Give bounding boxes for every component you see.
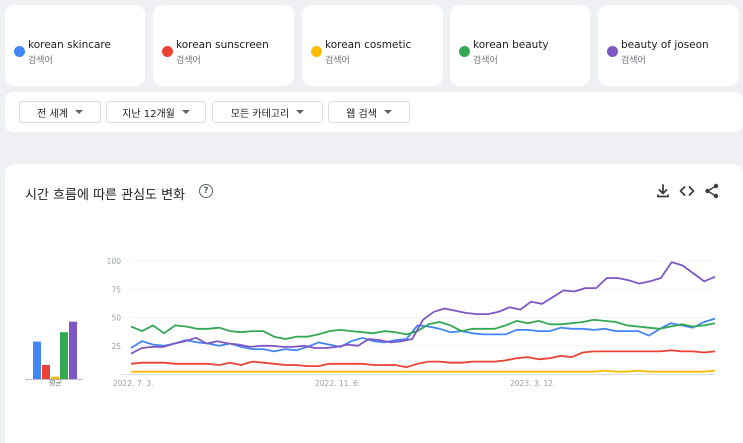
average-bar [60,332,68,379]
term-name: korean cosmetic [325,39,412,51]
term-type: 검색어 [28,56,53,66]
term-name: beauty of joseon [621,39,709,51]
x-tick-label: 2022. 11. 6. [315,379,360,388]
embed-code-icon[interactable] [678,182,696,200]
series-line [131,369,716,373]
chevron-down-icon [74,110,83,114]
chevron-down-icon [296,110,305,114]
chevron-down-icon [383,110,392,114]
chevron-down-icon [181,110,190,114]
search-type-label: 웹 검색 [346,108,377,120]
y-tick-label: 75 [111,285,121,294]
series-line [130,318,716,340]
term-name: korean skincare [28,39,111,51]
interest-chart: 100 75 50 25 2022. 7. 3. 2022. 11. 6. 2023. 3… [25,257,716,388]
average-label: 평균 [49,379,62,387]
average-bar [51,376,59,379]
term-name: korean sunscreen [176,39,269,51]
term-type: 검색어 [621,56,646,66]
average-bar [42,364,50,379]
panel-title: 시간 흐름에 따른 관심도 변화 [25,188,186,203]
interest-over-time-panel: 시간 흐름에 따른 관심도 변화 ? 100 75 50 25 2022. 7. 3.… [5,164,743,443]
download-icon[interactable] [654,182,672,200]
series-color-dot [459,46,470,57]
region-dropdown[interactable]: 전 세계 [19,101,101,123]
term-card-korean-sunscreen[interactable]: korean sunscreen 검색어 [153,5,294,86]
time-range-dropdown[interactable]: 지난 12개월 [106,101,206,123]
term-card-beauty-of-joseon[interactable]: beauty of joseon 검색어 [598,5,739,86]
x-tick-label: 2023. 3. 12. [510,379,555,388]
y-tick-label: 25 [111,342,121,351]
region-label: 전 세계 [37,108,68,120]
x-tick-label: 2022. 7. 3. [113,379,154,388]
term-card-korean-cosmetic[interactable]: korean cosmetic 검색어 [302,5,443,86]
filter-bar: 전 세계 지난 12개월 모든 카테고리 웹 검색 [5,92,743,132]
comparison-terms: korean skincare 검색어 korean sunscreen 검색어… [0,0,743,92]
term-card-korean-beauty[interactable]: korean beauty 검색어 [450,5,590,86]
term-type: 검색어 [176,56,201,66]
search-type-dropdown[interactable]: 웹 검색 [328,101,410,123]
term-card-korean-skincare[interactable]: korean skincare 검색어 [5,5,145,86]
term-name: korean beauty [473,39,549,51]
series-line [130,349,716,369]
series-line [130,317,716,353]
series-color-dot [162,46,173,57]
term-type: 검색어 [473,56,498,66]
share-icon[interactable] [703,182,721,200]
average-bar [33,341,41,379]
series-line [130,261,716,355]
average-bar [69,321,77,379]
series-color-dot [311,46,322,57]
help-circle-icon[interactable]: ? [199,184,213,198]
y-tick-label: 50 [111,314,121,323]
y-tick-label: 100 [107,257,122,266]
time-range-label: 지난 12개월 [122,108,175,120]
series-color-dot [14,46,25,57]
category-label: 모든 카테고리 [230,108,290,120]
series-color-dot [607,46,618,57]
term-type: 검색어 [325,56,350,66]
category-dropdown[interactable]: 모든 카테고리 [212,101,323,123]
